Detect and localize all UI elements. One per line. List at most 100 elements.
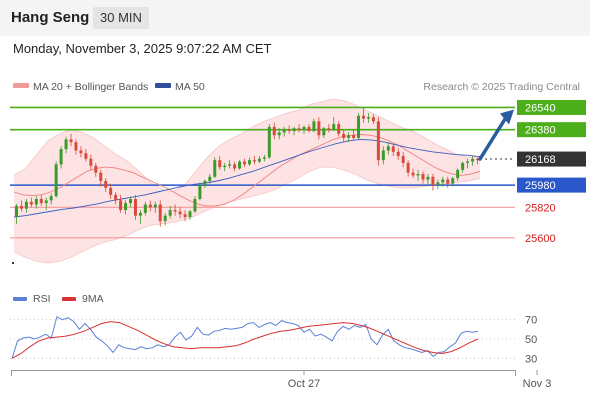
candle-body bbox=[357, 115, 361, 138]
ma50-line bbox=[13, 138, 481, 218]
candle-body bbox=[129, 198, 132, 204]
candle-body bbox=[436, 182, 440, 186]
candle-body bbox=[332, 124, 336, 130]
candle-body bbox=[381, 150, 385, 161]
candle-body bbox=[376, 121, 380, 161]
candle-body bbox=[64, 139, 68, 150]
candle-body bbox=[446, 179, 450, 184]
candle-body bbox=[228, 164, 232, 166]
candle-body bbox=[94, 165, 98, 173]
candle-body bbox=[49, 196, 53, 201]
candle-body bbox=[168, 210, 172, 216]
forecast-arrow bbox=[478, 109, 514, 161]
level-label-25820: 25820 bbox=[525, 202, 556, 214]
forecast-arrow-shaft bbox=[478, 115, 508, 161]
candle-body bbox=[198, 185, 202, 199]
candle-body bbox=[74, 142, 78, 151]
ma50-legend-swatch bbox=[155, 83, 171, 88]
candle-body bbox=[441, 179, 445, 183]
candle-body bbox=[257, 158, 261, 162]
candle-body bbox=[109, 187, 113, 195]
candle-body bbox=[337, 124, 341, 134]
candle-body bbox=[84, 153, 88, 159]
candle-body bbox=[208, 176, 212, 181]
level-badge-26168 bbox=[517, 151, 586, 167]
rsi-tick-label-70: 70 bbox=[525, 315, 537, 327]
candle-body bbox=[386, 146, 390, 151]
candle-body bbox=[411, 172, 415, 176]
candle-body bbox=[461, 162, 465, 170]
candle-body bbox=[104, 180, 108, 188]
level-label-26540: 26540 bbox=[525, 102, 556, 114]
moving-averages bbox=[13, 134, 481, 218]
candle-body bbox=[203, 180, 207, 186]
candle-body bbox=[183, 214, 187, 217]
candle-body bbox=[342, 133, 346, 138]
candle-body bbox=[243, 161, 247, 165]
rsi-panel bbox=[11, 316, 479, 359]
candle-body bbox=[138, 212, 142, 216]
candle-body bbox=[267, 126, 271, 158]
candle-body bbox=[19, 205, 23, 209]
candle-body bbox=[347, 135, 351, 138]
candle-body bbox=[119, 200, 123, 211]
candle-body bbox=[362, 115, 365, 119]
candle-body bbox=[421, 174, 425, 180]
candle-body bbox=[371, 117, 375, 122]
chart-header: Hang Seng 30 MIN bbox=[0, 0, 590, 36]
candle-body bbox=[133, 198, 137, 216]
candle-body bbox=[451, 178, 455, 184]
candle-body bbox=[247, 160, 251, 165]
rsi-legend-swatch bbox=[13, 297, 27, 301]
candle-body bbox=[79, 150, 83, 154]
candle-body bbox=[292, 128, 296, 132]
candle-body bbox=[416, 174, 420, 176]
x-axis: Oct 27 Nov 3 bbox=[11, 370, 551, 390]
candle-body bbox=[391, 146, 395, 152]
candle-body bbox=[287, 129, 291, 132]
candle-body bbox=[327, 128, 331, 130]
ma50-legend-label: MA 50 bbox=[175, 81, 205, 93]
candle-body bbox=[14, 205, 18, 217]
level-badge-26540 bbox=[517, 99, 586, 115]
candle-body bbox=[466, 161, 470, 163]
edge-marker bbox=[12, 262, 14, 264]
x-tick-label: Nov 3 bbox=[523, 378, 552, 390]
candle-body bbox=[476, 158, 480, 161]
level-labels: 26540 26380 26168 25980 25820 25600 bbox=[517, 99, 586, 245]
rsi-line bbox=[11, 316, 479, 359]
candle-body bbox=[277, 132, 281, 136]
x-tick-label: Oct 27 bbox=[288, 378, 320, 390]
rsi-tick-label-50: 50 bbox=[525, 334, 537, 346]
rsi-ma-line bbox=[11, 321, 479, 359]
candle-body bbox=[193, 198, 197, 212]
candle-body bbox=[426, 176, 430, 180]
level-label-25600: 25600 bbox=[525, 233, 556, 245]
candle-body bbox=[89, 158, 93, 166]
candle-body bbox=[282, 129, 286, 133]
candle-body bbox=[124, 203, 128, 211]
candle-body bbox=[24, 201, 28, 209]
candle-body bbox=[317, 121, 321, 136]
candle-body bbox=[297, 128, 301, 130]
rsi-ma-legend-label: 9MA bbox=[82, 293, 104, 305]
research-credit: Research © 2025 Trading Central bbox=[423, 81, 580, 93]
bollinger-band-area bbox=[14, 99, 480, 263]
chart-timestamp: Monday, November 3, 2025 9:07:22 AM CET bbox=[13, 41, 272, 56]
candle-body bbox=[148, 204, 152, 208]
candle-body bbox=[471, 158, 475, 162]
candle-body bbox=[178, 211, 182, 215]
candle-body bbox=[352, 135, 356, 138]
level-badge-25980 bbox=[517, 177, 586, 193]
candle-body bbox=[153, 204, 157, 208]
candle-body bbox=[114, 194, 118, 201]
candlesticks bbox=[12, 107, 480, 264]
candle-body bbox=[39, 198, 43, 204]
rsi-legend-label: RSI bbox=[33, 293, 51, 305]
candle-body bbox=[188, 211, 192, 217]
rsi-grid: 70 50 30 bbox=[10, 315, 537, 365]
timeframe-badge[interactable]: 30 MIN bbox=[93, 7, 149, 29]
candle-body bbox=[307, 126, 311, 132]
candle-body bbox=[173, 210, 177, 212]
